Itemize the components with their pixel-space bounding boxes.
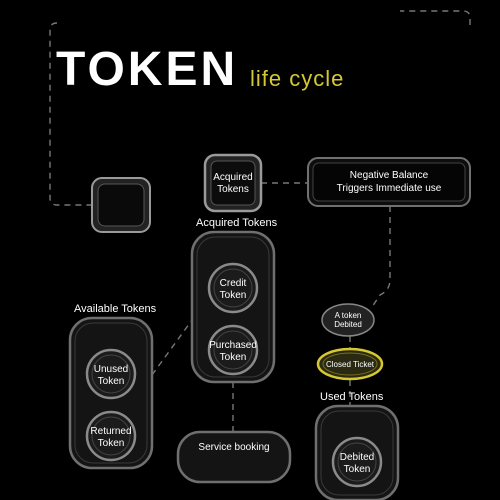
svg-text:Token: Token bbox=[344, 464, 371, 475]
service-booking-box bbox=[178, 432, 290, 482]
svg-text:Purchased: Purchased bbox=[209, 340, 257, 351]
svg-text:Used Tokens: Used Tokens bbox=[320, 391, 384, 403]
svg-text:Token: Token bbox=[98, 376, 125, 387]
title-sub: life cycle bbox=[250, 66, 344, 92]
svg-text:Debited: Debited bbox=[340, 452, 374, 463]
svg-text:Available Tokens: Available Tokens bbox=[74, 303, 157, 315]
svg-text:Acquired: Acquired bbox=[213, 172, 252, 183]
svg-text:Token: Token bbox=[220, 352, 247, 363]
svg-text:Acquired Tokens: Acquired Tokens bbox=[196, 217, 278, 229]
svg-text:Tokens: Tokens bbox=[217, 184, 249, 195]
svg-text:Negative Balance: Negative Balance bbox=[350, 170, 429, 181]
corner-box-inner bbox=[98, 184, 144, 226]
edge bbox=[372, 206, 390, 307]
svg-text:Closed Ticket: Closed Ticket bbox=[326, 360, 375, 369]
svg-text:Token: Token bbox=[98, 438, 125, 449]
svg-text:Returned: Returned bbox=[90, 426, 131, 437]
edge bbox=[400, 11, 470, 25]
svg-text:A token: A token bbox=[335, 311, 362, 320]
edge bbox=[152, 320, 192, 375]
svg-text:Service booking: Service booking bbox=[198, 442, 269, 453]
svg-text:Token: Token bbox=[220, 290, 247, 301]
svg-text:Triggers Immediate use: Triggers Immediate use bbox=[337, 183, 442, 194]
title-main: TOKEN bbox=[56, 42, 238, 97]
svg-text:Unused: Unused bbox=[94, 364, 128, 375]
svg-text:Credit: Credit bbox=[220, 278, 247, 289]
svg-text:Debited: Debited bbox=[334, 320, 362, 329]
